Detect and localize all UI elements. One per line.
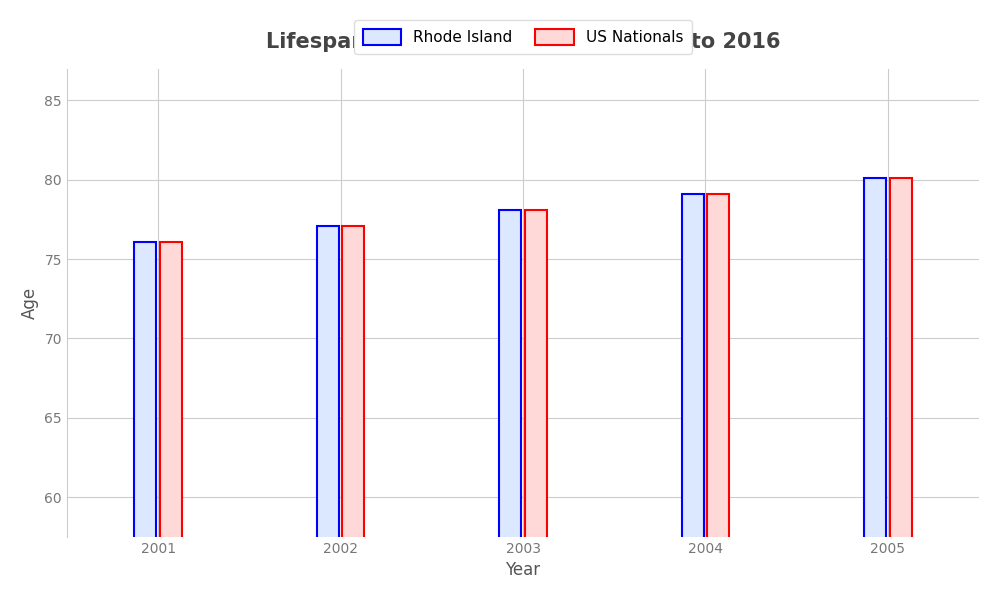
Bar (525, 210, 547, 600)
Y-axis label: Age: Age (21, 287, 39, 319)
Bar (682, 194, 704, 600)
Bar (342, 226, 364, 600)
Bar (864, 178, 886, 600)
Bar (317, 226, 339, 600)
Bar (707, 194, 729, 600)
X-axis label: Year: Year (505, 561, 541, 579)
Bar (134, 242, 156, 600)
Legend: Rhode Island, US Nationals: Rhode Island, US Nationals (354, 20, 692, 55)
Bar (499, 210, 521, 600)
Bar (160, 242, 182, 600)
Title: Lifespan in Rhode Island from 1965 to 2016: Lifespan in Rhode Island from 1965 to 20… (266, 32, 780, 52)
Bar (890, 178, 912, 600)
